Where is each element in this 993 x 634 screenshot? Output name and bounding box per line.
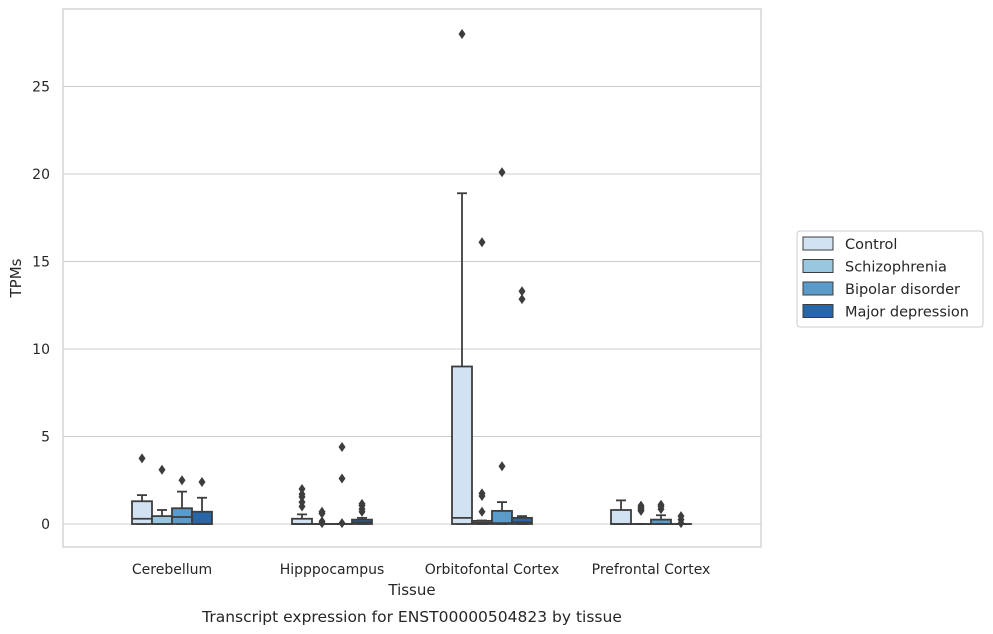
- y-axis-label: TPMs: [7, 258, 25, 298]
- box-group: [351, 498, 373, 525]
- legend-label: Major depression: [845, 305, 969, 321]
- box-group: [151, 464, 173, 525]
- box-group: [610, 499, 632, 525]
- box: [151, 515, 173, 525]
- outlier-point: [138, 453, 146, 464]
- box-group: [291, 484, 313, 525]
- legend-frame: [796, 230, 984, 328]
- outlier-point: [298, 489, 306, 500]
- plot-frame: [62, 8, 762, 548]
- box: [131, 500, 153, 525]
- box: [491, 509, 513, 525]
- box-group: [511, 286, 533, 525]
- box-group: [311, 506, 333, 529]
- outlier-point: [318, 516, 326, 527]
- x-tick-label: Hipppocampus: [280, 562, 385, 578]
- outlier-point: [338, 473, 346, 484]
- box-group: [650, 499, 672, 525]
- outlier-point: [298, 484, 306, 494]
- outlier-point: [518, 286, 526, 297]
- series-bipolar-disorder: [171, 167, 672, 529]
- outlier-point: [657, 499, 665, 510]
- series-major-depression: [191, 286, 692, 529]
- box-group: [630, 500, 652, 525]
- y-tick-label: 15: [32, 255, 50, 271]
- series-schizophrenia: [151, 237, 652, 529]
- outlier-point: [338, 442, 346, 452]
- legend-swatch: [802, 281, 834, 296]
- y-tick-label: 20: [32, 167, 50, 183]
- box-group: [471, 237, 493, 525]
- y-tick-labels: 0 5 10 15 20 25: [32, 80, 50, 534]
- box-group: [670, 511, 692, 529]
- box-group: [171, 475, 193, 525]
- outlier-point: [637, 500, 645, 511]
- box-series-layer: [131, 29, 692, 529]
- outlier-point: [358, 498, 366, 509]
- outlier-point: [318, 506, 326, 517]
- outlier-point: [198, 477, 206, 487]
- box: [610, 509, 632, 525]
- series-control: [131, 29, 632, 525]
- box-group: [491, 167, 513, 525]
- outlier-point: [498, 461, 506, 472]
- outlier-point: [478, 506, 486, 517]
- legend-swatch: [802, 259, 834, 273]
- x-tick-label: Orbitofontal Cortex: [425, 562, 560, 578]
- outlier-point: [478, 237, 486, 248]
- legend: Control Schizophrenia Bipolar disorder Majo…: [796, 230, 984, 328]
- box: [191, 510, 213, 525]
- outlier-point: [158, 464, 166, 475]
- legend-label: Control: [845, 237, 897, 253]
- box: [451, 365, 473, 525]
- box: [511, 516, 533, 525]
- box-group: [451, 29, 473, 525]
- x-tick-labels: Cerebellum Hipppocampus Orbitofontal Corte…: [132, 562, 710, 578]
- box-group: [131, 453, 153, 525]
- legend-label: Bipolar disorder: [845, 282, 960, 298]
- legend-label: Schizophrenia: [845, 260, 947, 276]
- y-tick-label: 0: [41, 517, 50, 533]
- outlier-point: [478, 488, 486, 499]
- outlier-point: [518, 294, 526, 305]
- outlier-point: [298, 497, 306, 508]
- outlier-point: [458, 29, 466, 39]
- box-group: [331, 442, 353, 529]
- box-group: [191, 477, 213, 525]
- outlier-point: [677, 511, 685, 522]
- legend-swatch: [802, 304, 834, 318]
- x-axis-label: Tissue: [387, 581, 435, 599]
- y-tick-label: 10: [32, 342, 50, 358]
- y-tick-label: 5: [41, 430, 50, 446]
- x-tick-label: Cerebellum: [132, 562, 212, 578]
- outlier-point: [498, 167, 506, 178]
- outlier-point: [178, 475, 186, 486]
- legend-swatch: [802, 236, 834, 251]
- y-tick-label: 25: [32, 80, 50, 96]
- x-tick-label: Prefrontal Cortex: [592, 562, 711, 578]
- gridlines: [63, 85, 761, 525]
- outlier-point: [338, 518, 346, 529]
- chart-caption: Transcript expression for ENST0000050482…: [201, 608, 622, 626]
